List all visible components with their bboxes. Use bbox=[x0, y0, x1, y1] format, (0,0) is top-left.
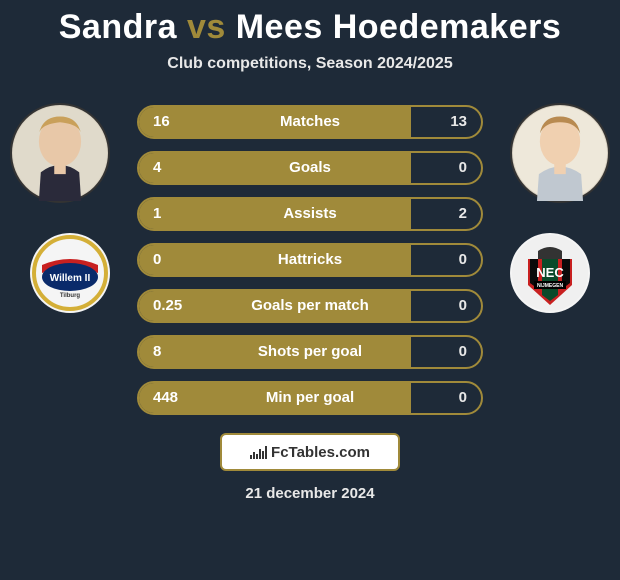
player1-club-crest: Willem II Tilburg bbox=[30, 233, 110, 313]
stat-row: 448 Min per goal 0 bbox=[137, 381, 483, 415]
stat-right-value: 0 bbox=[411, 383, 481, 413]
stat-row: 0 Hattricks 0 bbox=[137, 243, 483, 277]
stat-label: Shots per goal bbox=[209, 337, 411, 367]
stat-row: 0.25 Goals per match 0 bbox=[137, 289, 483, 323]
stat-left-value: 16 bbox=[139, 107, 209, 137]
comparison-panel: Willem II Tilburg NEC NIJMEGEN 16 Matche… bbox=[0, 103, 620, 415]
stat-left-value: 1 bbox=[139, 199, 209, 229]
stat-right-value: 0 bbox=[411, 153, 481, 183]
player2-name: Mees Hoedemakers bbox=[236, 8, 562, 46]
svg-text:NIJMEGEN: NIJMEGEN bbox=[537, 283, 564, 289]
svg-text:Tilburg: Tilburg bbox=[60, 293, 81, 299]
date-label: 21 december 2024 bbox=[0, 485, 620, 502]
stats-table: 16 Matches 13 4 Goals 0 1 Assists 2 0 Ha… bbox=[137, 103, 483, 415]
stat-label: Goals bbox=[209, 153, 411, 183]
stat-right-value: 0 bbox=[411, 291, 481, 321]
vs-separator: vs bbox=[187, 8, 226, 46]
player2-avatar bbox=[510, 103, 610, 203]
stat-label: Matches bbox=[209, 107, 411, 137]
svg-text:Willem II: Willem II bbox=[50, 273, 91, 284]
stat-right-value: 2 bbox=[411, 199, 481, 229]
player1-name: Sandra bbox=[59, 8, 177, 46]
stat-label: Assists bbox=[209, 199, 411, 229]
stat-left-value: 448 bbox=[139, 383, 209, 413]
stat-row: 8 Shots per goal 0 bbox=[137, 335, 483, 369]
stat-label: Goals per match bbox=[209, 291, 411, 321]
subtitle: Club competitions, Season 2024/2025 bbox=[0, 55, 620, 73]
svg-text:NEC: NEC bbox=[536, 265, 564, 280]
stat-right-value: 13 bbox=[411, 107, 481, 137]
stat-row: 16 Matches 13 bbox=[137, 105, 483, 139]
stat-right-value: 0 bbox=[411, 245, 481, 275]
stat-left-value: 8 bbox=[139, 337, 209, 367]
bars-icon bbox=[250, 445, 267, 459]
stat-right-value: 0 bbox=[411, 337, 481, 367]
player1-avatar bbox=[10, 103, 110, 203]
stat-row: 1 Assists 2 bbox=[137, 197, 483, 231]
page-title: Sandra vs Mees Hoedemakers bbox=[0, 0, 620, 47]
stat-left-value: 0 bbox=[139, 245, 209, 275]
player2-club-crest: NEC NIJMEGEN bbox=[510, 233, 590, 313]
stat-label: Min per goal bbox=[209, 383, 411, 413]
stat-left-value: 0.25 bbox=[139, 291, 209, 321]
brand-badge: FcTables.com bbox=[220, 433, 400, 471]
stat-label: Hattricks bbox=[209, 245, 411, 275]
stat-left-value: 4 bbox=[139, 153, 209, 183]
brand-text: FcTables.com bbox=[271, 444, 370, 461]
stat-row: 4 Goals 0 bbox=[137, 151, 483, 185]
